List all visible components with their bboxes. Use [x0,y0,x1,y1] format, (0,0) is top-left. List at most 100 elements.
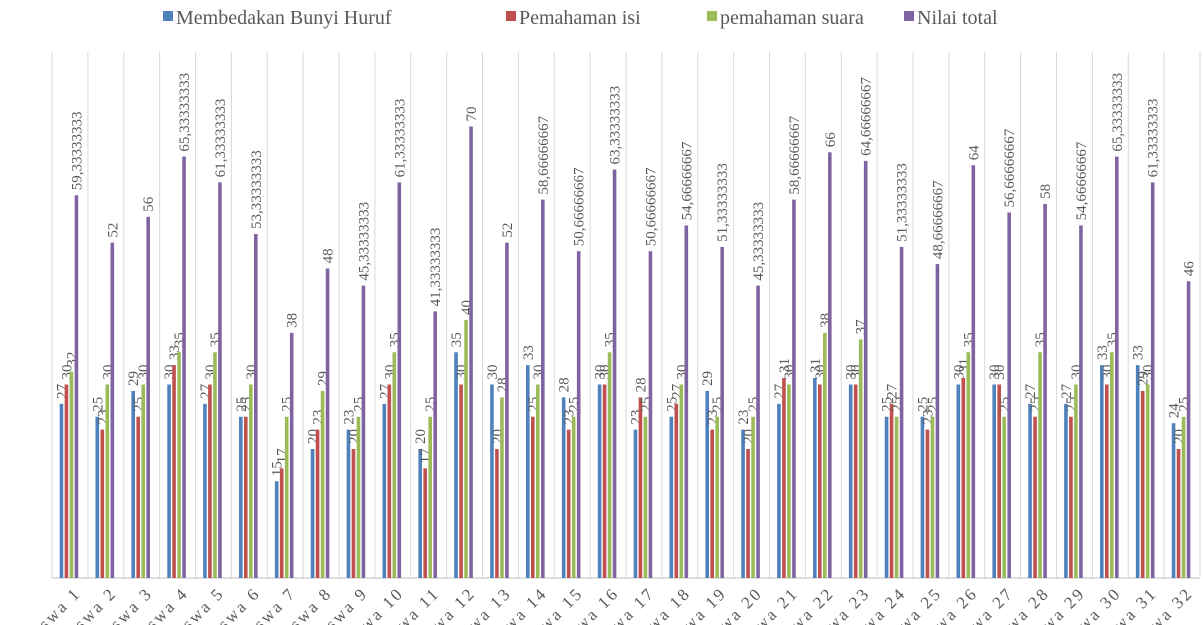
bar [751,416,755,578]
legend-swatch [904,11,914,21]
bar [505,242,509,578]
bar [1135,365,1140,578]
bar [848,384,853,578]
value-label: 54,66666667 [679,141,695,220]
value-label: 63,33333333 [608,86,624,165]
legend-label: Pemahaman isi [519,7,641,29]
bar [566,429,571,578]
legend-label: Nilai total [917,7,998,29]
bar [828,152,832,579]
value-label: 50,66666667 [572,167,588,246]
bar [1074,384,1078,578]
bar [146,216,150,579]
bar [172,365,176,578]
value-label: 48,66666667 [930,180,946,259]
bar [239,416,243,578]
bar [1033,416,1037,578]
bar [249,384,253,578]
bar [500,397,504,578]
value-label: 33 [1095,345,1111,360]
value-label: 59,33333333 [69,112,85,191]
value-label: 53,33333333 [249,150,265,229]
bar [325,268,330,578]
value-label: 27 [885,383,901,399]
value-label: 58 [1038,184,1054,199]
bar [459,384,463,578]
bar [100,429,105,578]
bar [464,320,468,578]
bar [741,429,745,578]
bar [1145,384,1150,578]
value-label: 58,66666667 [536,115,552,194]
bar [279,468,284,578]
bar [1105,384,1109,578]
bar [612,169,617,578]
value-label: 66 [823,132,839,148]
bar [356,416,361,578]
bar [863,160,868,578]
bar [818,384,822,578]
bar [361,285,366,578]
bar [561,397,566,578]
bar [351,449,356,578]
legend-label: pemahaman suara [720,7,864,29]
bar [392,352,397,578]
value-label: 64,66666667 [859,77,875,156]
bar [782,378,786,578]
bar [531,416,535,578]
bar [571,416,576,578]
bar [889,403,894,578]
bar [1186,281,1191,578]
bar [526,365,530,578]
bar [289,332,294,578]
bar [787,384,791,578]
bar [320,390,325,578]
bar [315,429,320,578]
bar [633,429,638,578]
value-label: 61,33333333 [1146,99,1162,178]
value-label: 45,33333333 [356,202,372,281]
value-label: 31 [777,358,793,373]
value-label: 52 [105,223,121,238]
bar [1150,182,1155,578]
bar [382,403,387,578]
bar [853,384,858,578]
value-label: 61,33333333 [213,99,229,178]
bar [1064,403,1068,578]
value-label: 56 [141,196,157,212]
bar [203,403,207,578]
bar [884,416,889,578]
value-label: 38 [285,313,301,328]
bar [177,352,181,578]
bar [469,126,473,578]
bar [971,165,976,578]
bar [536,384,540,578]
bar [1043,203,1047,578]
bar [777,403,781,578]
bar [74,195,79,579]
value-label: 30 [593,365,609,380]
bar [710,429,714,578]
bar [213,352,217,578]
bar [244,416,248,578]
bar [454,352,458,578]
bar [1110,352,1114,578]
bar [346,429,351,578]
bar [490,384,494,578]
bar [756,285,760,578]
value-label: 31 [808,358,824,373]
value-label: 65,33333333 [1110,73,1126,152]
bar [648,251,653,578]
value-label: 30 [844,365,860,380]
bar [274,481,279,578]
bar [1028,403,1032,578]
bar [136,416,140,578]
bar [930,416,935,578]
bar [95,416,100,578]
bar [1140,390,1145,578]
value-label: 54,66666667 [1074,141,1090,220]
bar [428,416,432,578]
bar [679,384,684,578]
bar [433,311,437,578]
